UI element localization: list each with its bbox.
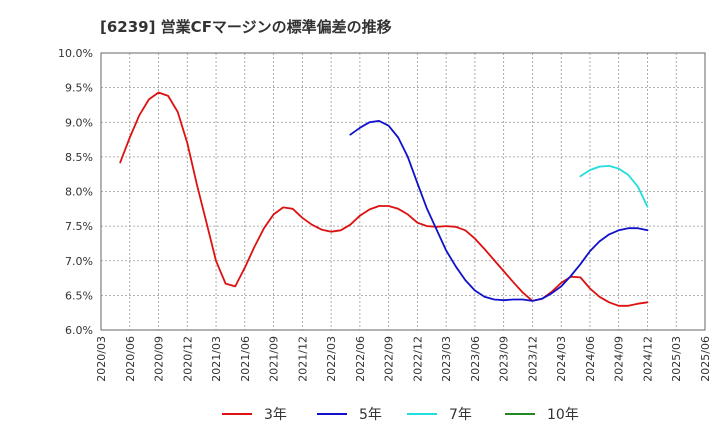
series-lines: [119, 91, 649, 307]
legend-label: 7年: [449, 407, 472, 423]
x-tick-label: 2022/09: [383, 336, 396, 382]
x-tick-label: 2024/03: [555, 336, 568, 382]
legend-label: 3年: [264, 407, 287, 423]
y-tick-label: 9.5%: [65, 82, 93, 95]
y-tick-label: 7.0%: [65, 255, 93, 268]
x-tick-label: 2021/03: [210, 336, 223, 382]
x-tick-label: 2022/06: [354, 336, 367, 382]
x-tick-label: 2022/03: [325, 336, 338, 382]
x-tick-label: 2020/03: [95, 336, 108, 382]
x-tick-label: 2021/06: [239, 336, 252, 382]
legend-label: 5年: [359, 407, 382, 423]
y-tick-label: 6.0%: [65, 324, 93, 337]
x-tick-label: 2023/03: [440, 336, 453, 382]
x-tick-label: 2023/06: [469, 336, 482, 382]
x-tick-label: 2022/12: [411, 336, 424, 382]
y-tick-label: 9.0%: [65, 116, 93, 129]
x-tick-label: 2020/06: [124, 336, 137, 382]
y-tick-label: 6.5%: [65, 289, 93, 302]
y-tick-label: 10.0%: [58, 47, 93, 60]
x-tick-label: 2021/09: [268, 336, 281, 382]
x-tick-label: 2020/09: [153, 336, 166, 382]
series-line-3: [579, 164, 649, 208]
x-tick-label: 2024/09: [613, 336, 626, 382]
x-tick-label: 2024/12: [641, 336, 654, 382]
x-tick-label: 2023/12: [526, 336, 539, 382]
series-line-1: [119, 91, 649, 307]
legend-label: 10年: [547, 407, 579, 423]
x-tick-label: 2024/06: [584, 336, 597, 382]
y-tick-label: 7.5%: [65, 220, 93, 233]
x-tick-label: 2025/06: [699, 336, 712, 382]
x-tick-label: 2023/09: [498, 336, 511, 382]
y-tick-label: 8.0%: [65, 186, 93, 199]
legend: 3年 5年 7年 10年: [222, 407, 579, 423]
x-tick-label: 2021/12: [296, 336, 309, 382]
plot-frame: [100, 52, 706, 331]
x-tick-label: 2020/12: [181, 336, 194, 382]
x-axis: 2020/03 2020/06 2020/09 2020/12 2021/03 2021/…: [95, 336, 712, 382]
grid: [101, 53, 705, 330]
series-line-2: [349, 120, 649, 302]
y-tick-label: 8.5%: [65, 151, 93, 164]
x-tick-label: 2025/03: [670, 336, 683, 382]
y-axis: 10.0% 9.5% 9.0% 8.5% 8.0% 7.5% 7.0% 6.5% 6.0%: [58, 47, 93, 337]
chart-title: [6239] 営業CFマージンの標準偏差の推移: [100, 18, 392, 36]
